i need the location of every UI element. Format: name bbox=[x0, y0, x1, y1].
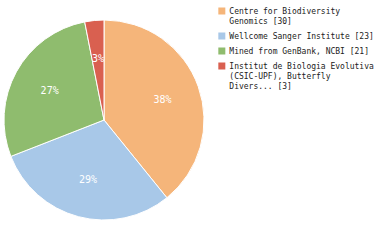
pie bbox=[4, 20, 204, 220]
legend-label: Centre for BiodiversityGenomics [30] bbox=[229, 7, 340, 26]
data-label: 27% bbox=[41, 85, 59, 96]
pie-slice bbox=[85, 20, 104, 120]
legend-swatch bbox=[218, 48, 225, 55]
data-label: 3% bbox=[92, 53, 104, 64]
chart: 38% 29% 27% 3% Centre for BiodiversityGenomi… bbox=[0, 0, 380, 240]
legend-swatch bbox=[218, 8, 225, 15]
legend-swatch bbox=[218, 63, 225, 70]
legend-label: Mined from GenBank, NCBI [21] bbox=[229, 47, 369, 56]
legend-label: Institut de Biologia Evolutiva(CSIC-UPF)… bbox=[229, 62, 374, 91]
data-label: 38% bbox=[153, 94, 171, 105]
legend-swatch bbox=[218, 33, 225, 40]
legend-label: Wellcome Sanger Institute [23] bbox=[229, 32, 374, 41]
legend: Centre for BiodiversityGenomics [30] Well… bbox=[218, 7, 374, 91]
background bbox=[0, 0, 380, 240]
data-label: 29% bbox=[79, 174, 97, 185]
